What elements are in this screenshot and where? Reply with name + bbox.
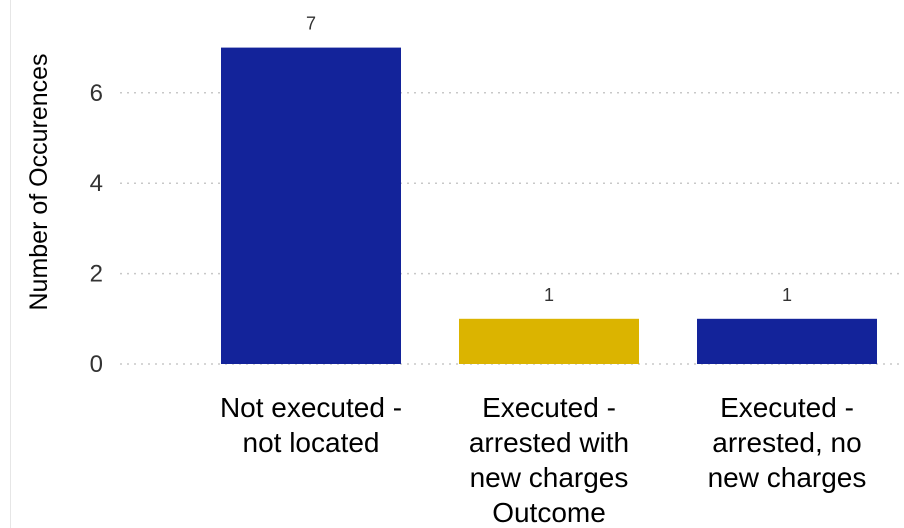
panel-left-border (10, 0, 11, 528)
x-tick-label: new charges (708, 462, 867, 493)
x-tick-label: new charges (470, 462, 629, 493)
y-axis-title: Number of Occurences (25, 53, 53, 310)
y-tick-label: 6 (90, 80, 103, 107)
x-tick-label: arrested with (469, 427, 629, 458)
data-label: 7 (306, 14, 316, 34)
x-tick-label: Executed - (482, 392, 616, 423)
x-tick-label: not located (243, 427, 380, 458)
data-label: 1 (782, 285, 792, 305)
y-tick-label: 0 (90, 351, 103, 378)
x-tick-label: Not executed - (220, 392, 402, 423)
x-tick-label: arrested, no (712, 427, 861, 458)
x-axis-title: Outcome (492, 497, 606, 528)
bar (221, 47, 401, 364)
y-tick-label: 2 (90, 261, 103, 288)
bar (459, 318, 639, 364)
data-label: 1 (544, 285, 554, 305)
bar (697, 318, 877, 364)
x-tick-label: Executed - (720, 392, 854, 423)
y-tick-label: 4 (90, 170, 103, 197)
